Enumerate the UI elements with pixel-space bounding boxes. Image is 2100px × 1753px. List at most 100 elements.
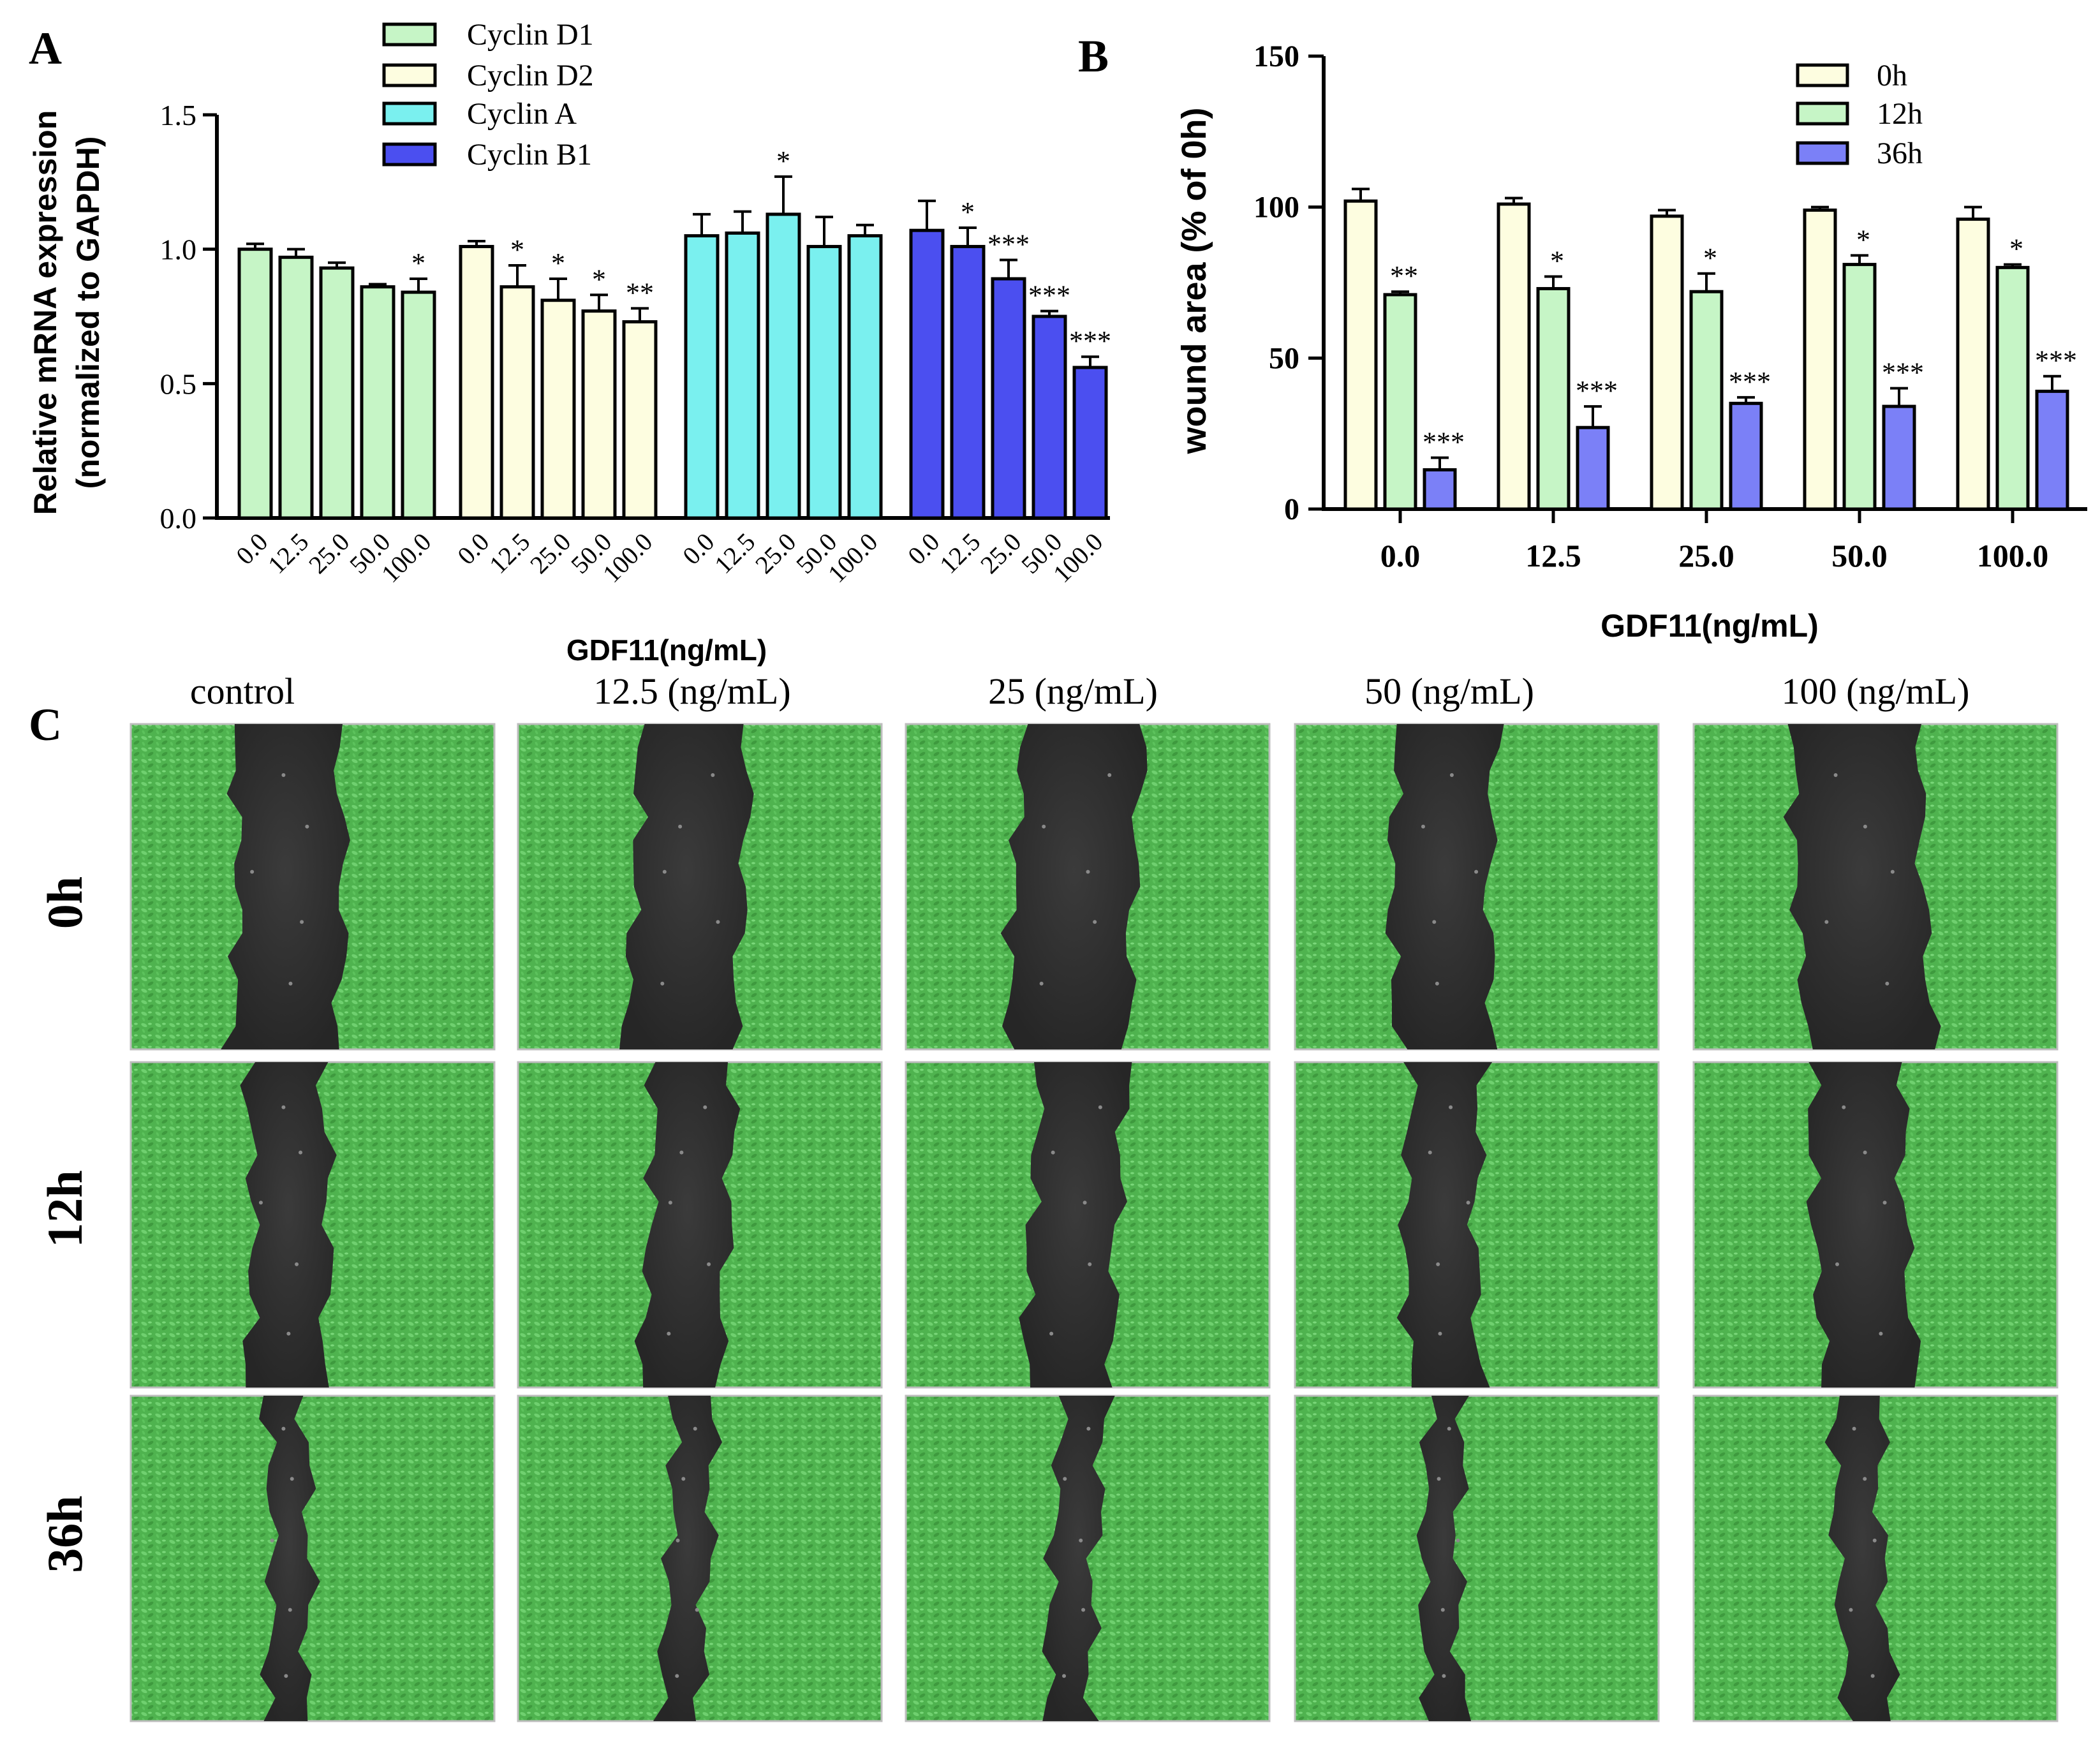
chart-a-significance: ** — [626, 277, 654, 308]
chart-a-bar — [581, 309, 617, 520]
debris-dot — [250, 869, 255, 874]
wound-gap — [1416, 1396, 1472, 1721]
debris-dot — [1049, 1331, 1054, 1336]
debris-dot — [1447, 1426, 1451, 1431]
chart-b-bar — [1576, 425, 1610, 511]
debris-dot — [1051, 1150, 1055, 1155]
chart-a-bar — [622, 320, 658, 520]
chart-b-significance: ** — [1390, 260, 1418, 292]
chart-a-bar — [360, 285, 396, 520]
chart-a-legend-label: Cyclin D1 — [467, 18, 594, 52]
panel-c-row-label: 0h — [37, 876, 92, 929]
chart-a-legend-swatch — [382, 142, 437, 166]
chart-b-bar — [1536, 286, 1571, 511]
chart-b-bar — [1383, 293, 1417, 511]
debris-dot — [1449, 1105, 1453, 1109]
chart-a-bar — [991, 277, 1026, 520]
chart-b-legend-swatch — [1796, 101, 1849, 126]
debris-dot — [1063, 1477, 1067, 1481]
chart-b-significance: *** — [1423, 427, 1465, 458]
chart-b-ytick-label: 150 — [1253, 40, 1299, 73]
chart-a-legend-swatch — [382, 63, 437, 87]
chart-b-significance: *** — [1882, 357, 1924, 388]
wound-image-1-0 — [129, 1061, 496, 1389]
chart-b-significance: * — [2009, 233, 2023, 265]
wound-image-1-2 — [905, 1061, 1271, 1389]
chart-a-bars: 0.012.525.050.0*100.0 0.0*12.5*25.0*50.0*… — [230, 145, 1111, 588]
chart-a: Cyclin D1 Cyclin D2 Cyclin A Cyclin B1 0.0 0… — [27, 18, 1111, 667]
chart-a-bar — [909, 228, 945, 520]
chart-b: 0h 12h 36h 0 50 100 150 0.0 12.5 25.0 50.0 100.0 *… — [1175, 40, 2087, 644]
debris-dot — [1890, 869, 1895, 874]
chart-a-legend: Cyclin D1 Cyclin D2 Cyclin A Cyclin B1 — [382, 18, 594, 172]
chart-b-bar — [1343, 199, 1378, 511]
chart-b-bar — [2035, 389, 2069, 511]
chart-b-bars: ********************* — [1343, 188, 2077, 511]
panel-c-row-labels: 0h 12h 36h — [37, 876, 92, 1573]
debris-dot — [281, 773, 286, 777]
wound-gap — [1783, 724, 1941, 1049]
wound-gap — [1806, 1062, 1921, 1387]
debris-dot — [716, 920, 720, 924]
debris-dot — [281, 1426, 286, 1431]
panel-c-column-label: 50 (ng/mL) — [1364, 670, 1534, 712]
debris-dot — [1081, 1608, 1086, 1612]
chart-a-xtick-label: 12.5 — [934, 528, 986, 579]
wound-image-1-1 — [517, 1061, 883, 1389]
chart-a-legend-swatch — [382, 101, 437, 126]
chart-b-significance: *** — [1576, 375, 1618, 406]
chart-a-bar — [806, 244, 842, 520]
chart-a-ytick-label: 0.5 — [160, 367, 197, 400]
chart-b-xtick-label: 12.5 — [1525, 538, 1581, 573]
debris-dot — [711, 773, 715, 777]
chart-a-significance: * — [411, 248, 425, 279]
debris-dot — [1449, 773, 1454, 777]
chart-b-legend-label: 12h — [1877, 97, 1923, 131]
chart-a-significance: * — [961, 196, 975, 228]
debris-dot — [1086, 869, 1090, 874]
debris-dot — [284, 1674, 288, 1678]
debris-dot — [286, 1331, 291, 1336]
chart-a-bar — [765, 212, 801, 520]
chart-b-legend-label: 36h — [1877, 137, 1923, 170]
chart-a-ytick-label: 1.0 — [160, 233, 197, 266]
chart-a-xtick-label: 12.5 — [709, 528, 760, 579]
chart-b-significance: * — [1550, 246, 1564, 277]
debris-dot — [1062, 1674, 1067, 1678]
chart-a-significance: * — [510, 234, 524, 265]
wound-gap — [240, 1062, 337, 1387]
chart-b-bar — [1729, 401, 1763, 511]
chart-a-bar — [499, 285, 535, 520]
wound-image-cells — [1294, 1394, 1660, 1722]
chart-a-significance: *** — [1028, 280, 1070, 311]
chart-b-bar — [1842, 263, 1877, 511]
panel-c-column-label: 100 (ng/mL) — [1782, 670, 1970, 712]
wound-image-cells — [129, 1394, 496, 1722]
chart-b-bar — [1650, 214, 1684, 511]
chart-a-xtick-label: 25.0 — [750, 528, 801, 579]
wound-gap — [1042, 1396, 1115, 1721]
debris-dot — [693, 1426, 697, 1431]
debris-dot — [1879, 1331, 1883, 1336]
chart-b-significance: *** — [2035, 345, 2077, 376]
chart-a-legend-label: Cyclin D2 — [467, 59, 594, 92]
chart-a-significance: * — [592, 263, 606, 295]
wound-healing-images: control 12.5 (ng/mL) 25 (ng/mL) 50 (ng/mL) 1… — [37, 670, 2059, 1722]
debris-dot — [681, 1477, 686, 1481]
debris-dot — [1849, 1608, 1853, 1612]
debris-dot — [1824, 920, 1829, 924]
panel-c-column-label: 25 (ng/mL) — [988, 670, 1158, 712]
chart-b-xlabel: GDF11(ng/mL) — [1601, 608, 1819, 644]
wound-image-0-3 — [1294, 723, 1660, 1051]
chart-a-legend-label: Cyclin A — [467, 97, 577, 131]
debris-dot — [1870, 1674, 1875, 1678]
debris-dot — [1107, 773, 1112, 777]
wound-gap — [1019, 1062, 1132, 1387]
wound-gap — [1396, 1062, 1493, 1387]
chart-a-xtick-label: 12.5 — [262, 528, 314, 579]
chart-a-legend-swatch — [382, 22, 437, 47]
debris-dot — [1863, 1477, 1867, 1481]
chart-a-significance: *** — [987, 229, 1030, 260]
chart-a-bar — [459, 244, 494, 520]
